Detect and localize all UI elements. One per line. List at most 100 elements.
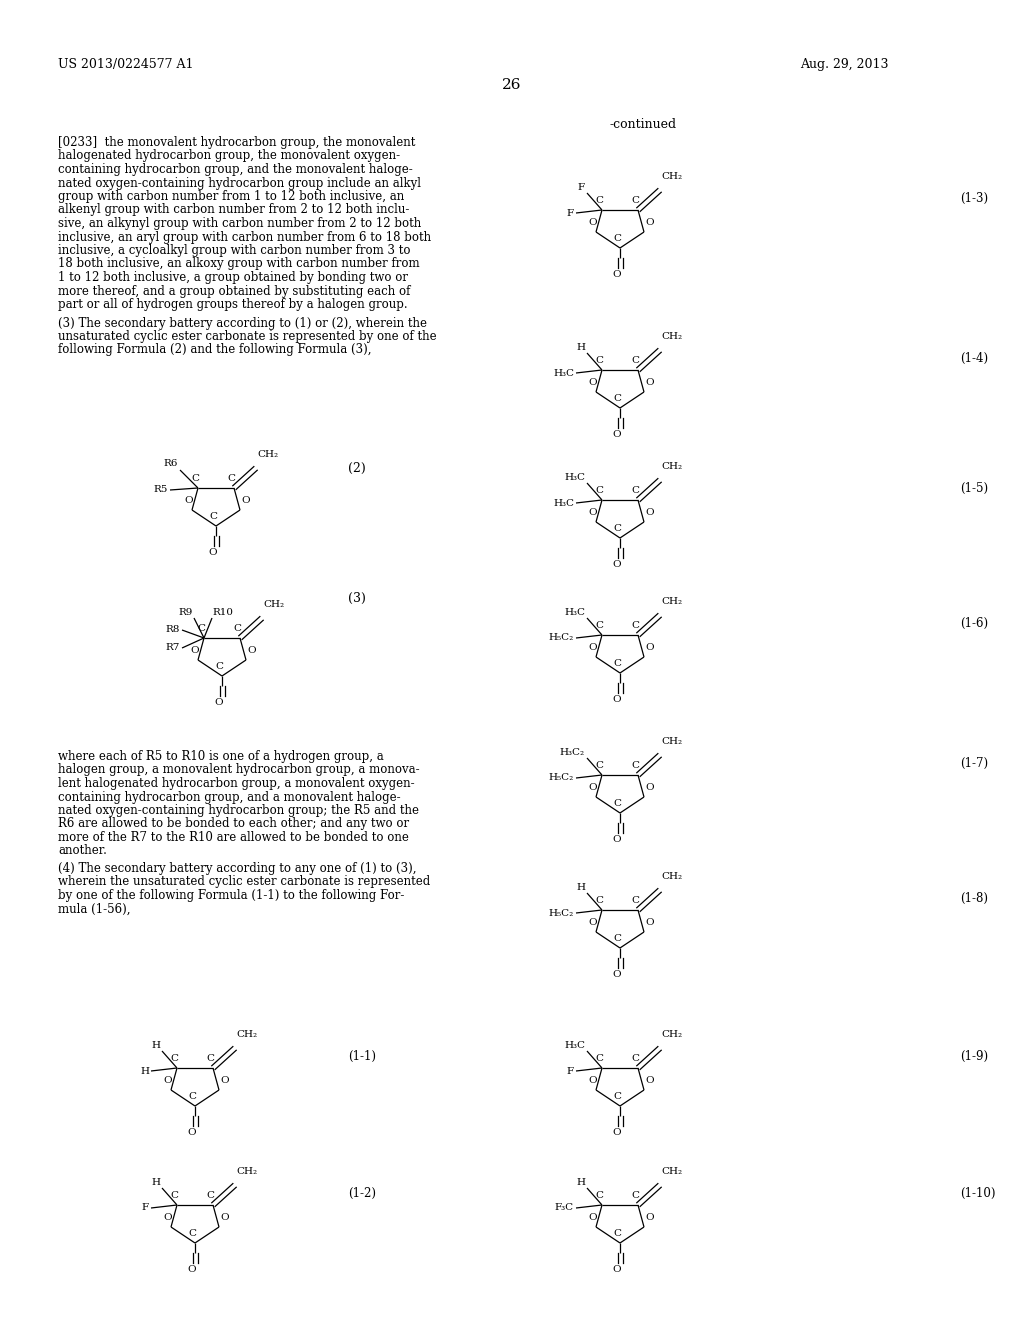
Text: C: C: [170, 1191, 178, 1200]
Text: O: O: [645, 783, 653, 792]
Text: H: H: [151, 1041, 160, 1049]
Text: H₅C₂: H₅C₂: [549, 634, 574, 643]
Text: (2): (2): [348, 462, 366, 475]
Text: unsaturated cyclic ester carbonate is represented by one of the: unsaturated cyclic ester carbonate is re…: [58, 330, 436, 343]
Text: C: C: [188, 1229, 196, 1238]
Text: C: C: [595, 762, 603, 770]
Text: (1-10): (1-10): [961, 1187, 995, 1200]
Text: R8: R8: [166, 626, 180, 635]
Text: R10: R10: [212, 609, 233, 616]
Text: (1-1): (1-1): [348, 1049, 376, 1063]
Text: C: C: [191, 474, 199, 483]
Text: O: O: [588, 1213, 597, 1222]
Text: F: F: [567, 1067, 574, 1076]
Text: group with carbon number from 1 to 12 both inclusive, an: group with carbon number from 1 to 12 bo…: [58, 190, 404, 203]
Text: C: C: [215, 663, 223, 671]
Text: C: C: [595, 195, 603, 205]
Text: F: F: [142, 1204, 150, 1213]
Text: C: C: [227, 474, 234, 483]
Text: (1-7): (1-7): [961, 756, 988, 770]
Text: O: O: [645, 1076, 653, 1085]
Text: R7: R7: [166, 644, 180, 652]
Text: containing hydrocarbon group, and the monovalent haloge-: containing hydrocarbon group, and the mo…: [58, 162, 413, 176]
Text: F: F: [578, 183, 585, 191]
Text: inclusive, an aryl group with carbon number from 6 to 18 both: inclusive, an aryl group with carbon num…: [58, 231, 431, 243]
Text: CH₂: CH₂: [236, 1167, 257, 1176]
Text: CH₂: CH₂: [662, 737, 682, 746]
Text: O: O: [215, 698, 223, 708]
Text: 1 to 12 both inclusive, a group obtained by bonding two or: 1 to 12 both inclusive, a group obtained…: [58, 271, 408, 284]
Text: sive, an alkynyl group with carbon number from 2 to 12 both: sive, an alkynyl group with carbon numbe…: [58, 216, 421, 230]
Text: wherein the unsaturated cyclic ester carbonate is represented: wherein the unsaturated cyclic ester car…: [58, 875, 430, 888]
Text: C: C: [631, 896, 639, 906]
Text: O: O: [612, 271, 622, 279]
Text: 18 both inclusive, an alkoxy group with carbon number from: 18 both inclusive, an alkoxy group with …: [58, 257, 420, 271]
Text: O: O: [247, 645, 256, 655]
Text: O: O: [645, 643, 653, 652]
Text: H₃C: H₃C: [553, 368, 574, 378]
Text: (4) The secondary battery according to any one of (1) to (3),: (4) The secondary battery according to a…: [58, 862, 417, 875]
Text: O: O: [645, 917, 653, 927]
Text: O: O: [588, 1076, 597, 1085]
Text: O: O: [612, 1265, 622, 1274]
Text: O: O: [588, 378, 597, 387]
Text: O: O: [588, 917, 597, 927]
Text: F₃C: F₃C: [555, 1204, 574, 1213]
Text: R5: R5: [154, 486, 168, 495]
Text: C: C: [613, 659, 621, 668]
Text: O: O: [588, 783, 597, 792]
Text: (1-2): (1-2): [348, 1187, 376, 1200]
Text: C: C: [233, 624, 241, 634]
Text: O: O: [588, 508, 597, 517]
Text: C: C: [613, 1229, 621, 1238]
Text: (1-4): (1-4): [961, 352, 988, 366]
Text: C: C: [631, 620, 639, 630]
Text: O: O: [645, 378, 653, 387]
Text: O: O: [187, 1265, 197, 1274]
Text: 26: 26: [502, 78, 522, 92]
Text: C: C: [631, 356, 639, 366]
Text: O: O: [645, 1213, 653, 1222]
Text: H₃C: H₃C: [564, 1041, 585, 1049]
Text: O: O: [220, 1076, 228, 1085]
Text: halogen group, a monovalent hydrocarbon group, a monova-: halogen group, a monovalent hydrocarbon …: [58, 763, 420, 776]
Text: C: C: [631, 762, 639, 770]
Text: C: C: [613, 1092, 621, 1101]
Text: inclusive, a cycloalkyl group with carbon number from 3 to: inclusive, a cycloalkyl group with carbo…: [58, 244, 411, 257]
Text: C: C: [170, 1053, 178, 1063]
Text: O: O: [241, 496, 250, 506]
Text: CH₂: CH₂: [263, 601, 284, 609]
Text: H: H: [151, 1177, 160, 1187]
Text: O: O: [220, 1213, 228, 1222]
Text: C: C: [206, 1191, 214, 1200]
Text: C: C: [197, 624, 205, 634]
Text: CH₂: CH₂: [662, 333, 682, 341]
Text: by one of the following Formula (1-1) to the following For-: by one of the following Formula (1-1) to…: [58, 888, 404, 902]
Text: CH₂: CH₂: [236, 1030, 257, 1039]
Text: CH₂: CH₂: [662, 1030, 682, 1039]
Text: US 2013/0224577 A1: US 2013/0224577 A1: [58, 58, 194, 71]
Text: H₃C: H₃C: [553, 499, 574, 507]
Text: O: O: [163, 1213, 172, 1222]
Text: more of the R7 to the R10 are allowed to be bonded to one: more of the R7 to the R10 are allowed to…: [58, 832, 409, 843]
Text: C: C: [209, 512, 217, 521]
Text: following Formula (2) and the following Formula (3),: following Formula (2) and the following …: [58, 343, 372, 356]
Text: O: O: [209, 548, 217, 557]
Text: [0233]  the monovalent hydrocarbon group, the monovalent: [0233] the monovalent hydrocarbon group,…: [58, 136, 416, 149]
Text: H₃C: H₃C: [564, 609, 585, 616]
Text: O: O: [612, 696, 622, 704]
Text: H: H: [140, 1067, 150, 1076]
Text: R6: R6: [164, 459, 178, 469]
Text: (3): (3): [348, 591, 366, 605]
Text: nated oxygen-containing hydrocarbon group; the R5 and the: nated oxygen-containing hydrocarbon grou…: [58, 804, 419, 817]
Text: C: C: [595, 356, 603, 366]
Text: C: C: [595, 896, 603, 906]
Text: C: C: [595, 1191, 603, 1200]
Text: CH₂: CH₂: [662, 873, 682, 880]
Text: containing hydrocarbon group, and a monovalent haloge-: containing hydrocarbon group, and a mono…: [58, 791, 400, 804]
Text: (1-5): (1-5): [961, 482, 988, 495]
Text: where each of R5 to R10 is one of a hydrogen group, a: where each of R5 to R10 is one of a hydr…: [58, 750, 384, 763]
Text: H₅C₂: H₅C₂: [549, 774, 574, 783]
Text: CH₂: CH₂: [662, 462, 682, 471]
Text: -continued: -continued: [610, 117, 677, 131]
